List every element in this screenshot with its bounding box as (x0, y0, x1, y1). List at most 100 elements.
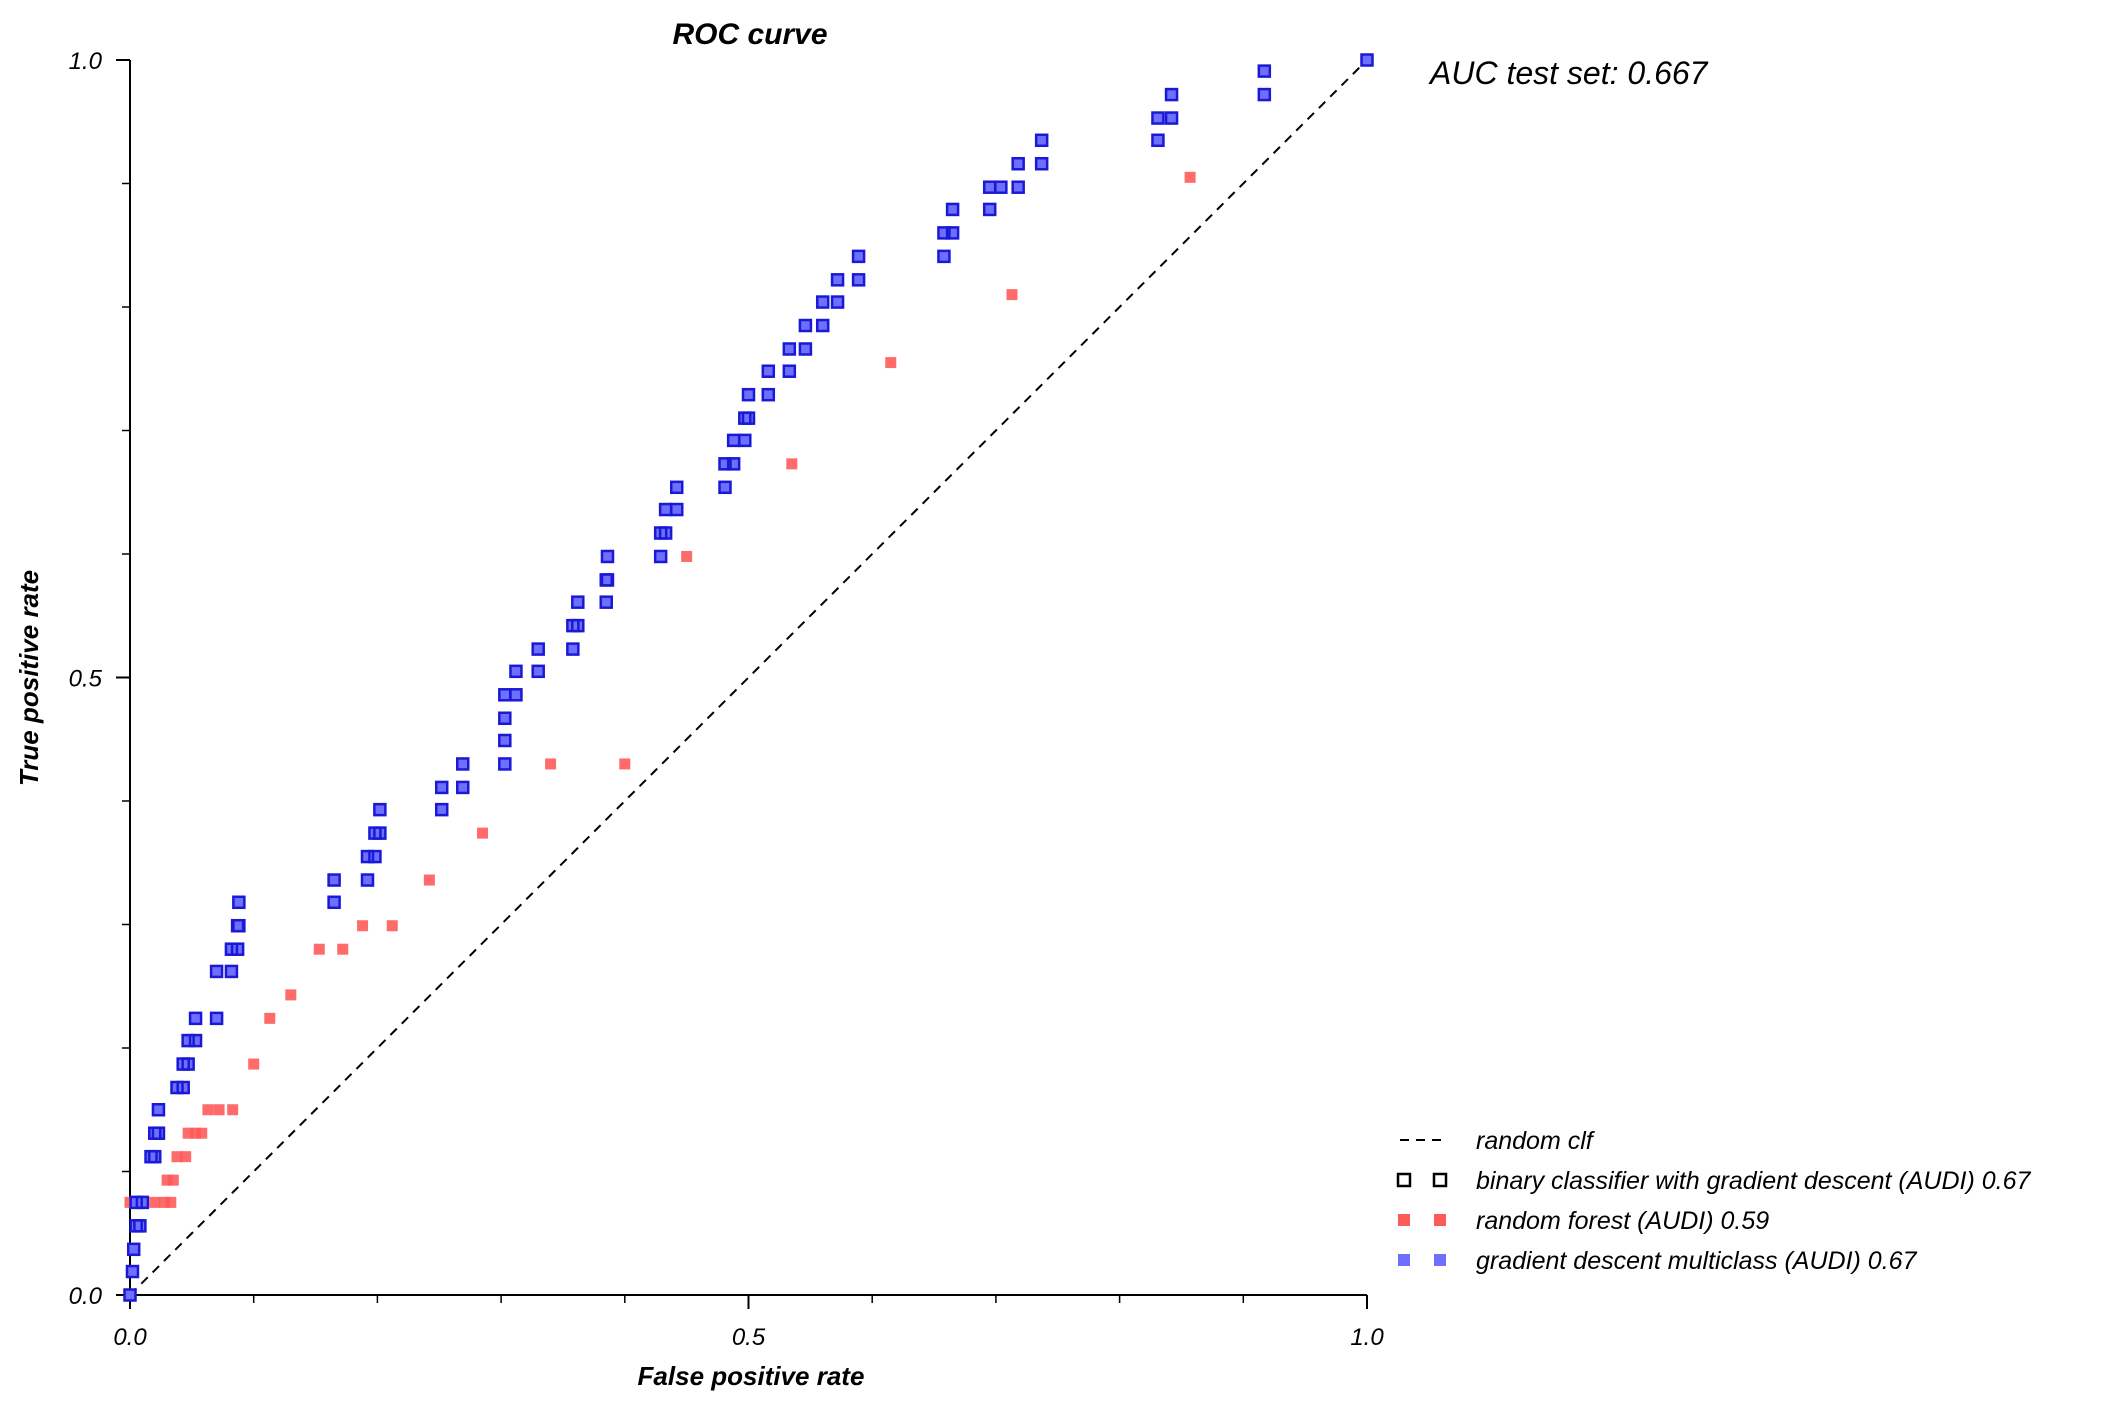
binary-classifier-point (718, 480, 732, 495)
random-forest-point (190, 1127, 202, 1139)
gradient-descent-multiclass-point (510, 689, 522, 701)
random-forest-point (161, 1174, 173, 1186)
gradient-descent-multiclass-point (938, 227, 950, 239)
random-forest-point (619, 758, 631, 770)
binary-classifier-point (1164, 87, 1179, 102)
binary-classifier-point (851, 249, 866, 264)
random-forest-point (477, 827, 489, 839)
random-forest-point (885, 357, 897, 369)
legend-marker (1398, 1214, 1410, 1226)
gradient-descent-multiclass-point (817, 320, 829, 332)
x-tick-label: 1.0 (1350, 1324, 1384, 1351)
gradient-descent-multiclass-point (938, 250, 950, 262)
binary-classifier-point (653, 549, 668, 564)
y-axis-label: True positive rate (14, 570, 44, 786)
binary-classifier-point (945, 226, 960, 240)
binary-classifier-point (741, 411, 756, 425)
random-forest-point (264, 1012, 276, 1024)
binary-classifier-point (232, 918, 246, 933)
legend-marker (1396, 1172, 1412, 1188)
random-forest-point (149, 1196, 161, 1208)
gradient-descent-multiclass-point (567, 643, 579, 655)
gradient-descent-multiclass-point (233, 920, 245, 932)
random-forest-point (248, 1058, 260, 1070)
binary-classifier-point (230, 942, 245, 956)
legend-marker (1398, 1254, 1410, 1266)
binary-classifier-point (531, 642, 545, 656)
gradient-descent-multiclass-point (671, 504, 683, 516)
binary-classifier-point (1034, 156, 1049, 171)
binary-classifier-point (147, 1149, 162, 1164)
gradient-descent-multiclass-point (1258, 65, 1270, 77)
binary-classifier-point (123, 1288, 137, 1302)
binary-classifier-point (133, 1219, 147, 1233)
gradient-descent-multiclass-point (362, 874, 374, 886)
gradient-descent-multiclass-point (572, 596, 584, 608)
binary-classifier-point (994, 180, 1008, 194)
binary-classifier-point (1011, 156, 1025, 171)
binary-classifier-point (566, 642, 580, 656)
gradient-descent-multiclass-point (984, 181, 996, 193)
legend-label: random forest (AUDI) 0.59 (1476, 1207, 1769, 1235)
binary-classifier-point (937, 249, 951, 264)
legend-marker (1432, 1172, 1448, 1188)
y-tick-label: 1.0 (69, 48, 103, 75)
random-forest-point (167, 1174, 179, 1186)
binary-classifier-point (741, 387, 756, 402)
gradient-descent-multiclass-point (328, 896, 340, 908)
gradient-descent-multiclass-point (182, 1035, 194, 1047)
gradient-descent-multiclass-point (832, 274, 844, 286)
binary-classifier-point (718, 457, 732, 471)
binary-classifier-point (726, 457, 741, 471)
gradient-descent-multiclass-point (601, 574, 613, 586)
binary-classifier-point (509, 664, 523, 679)
gradient-descent-multiclass-point (436, 781, 448, 793)
binary-classifier-point (658, 526, 673, 540)
gradient-descent-multiclass-point (743, 389, 754, 401)
binary-classifier-point (434, 802, 449, 817)
binary-classifier-point (232, 895, 246, 910)
gradient-descent-multiclass-point (1152, 134, 1164, 146)
chart-title: ROC curve (672, 18, 827, 51)
random-forest-point (423, 874, 435, 886)
binary-classifier-point (125, 1264, 140, 1279)
gradient-descent-multiclass-point (984, 203, 996, 215)
gradient-descent-multiclass-point (457, 758, 469, 770)
random-forest-point (165, 1196, 177, 1208)
gradient-descent-multiclass-point (225, 965, 237, 977)
gradient-descent-multiclass-point (1258, 89, 1270, 101)
random-forest-point (171, 1151, 183, 1163)
gradient-descent-multiclass-point (499, 689, 511, 701)
binary-classifier-point (782, 364, 797, 378)
binary-classifier-point (135, 1195, 150, 1210)
binary-classifier-point (181, 1057, 195, 1071)
binary-classifier-point (600, 549, 615, 564)
binary-classifier-point (600, 573, 615, 587)
gradient-descent-multiclass-point (947, 203, 959, 215)
random-forest-point (285, 989, 297, 1001)
gradient-descent-multiclass-point (817, 296, 829, 308)
binary-classifier-point (571, 618, 585, 633)
gradient-descent-multiclass-point (1036, 158, 1048, 170)
binary-classifier-point (1151, 133, 1165, 148)
gradient-descent-multiclass-point (660, 504, 672, 516)
gradient-descent-multiclass-point (719, 481, 731, 493)
gradient-descent-multiclass-point (1036, 134, 1048, 146)
binary-classifier-point (368, 849, 382, 864)
gradient-descent-multiclass-point (853, 274, 865, 286)
gradient-descent-multiclass-point (719, 458, 731, 470)
gradient-descent-multiclass-point (499, 712, 511, 724)
gradient-descent-multiclass-point (152, 1127, 164, 1139)
binary-classifier-point (761, 364, 776, 378)
binary-classifier-point (982, 202, 997, 217)
gradient-descent-multiclass-point (1361, 54, 1373, 66)
gradient-descent-multiclass-point (799, 343, 811, 355)
binary-classifier-point (373, 802, 387, 817)
gradient-descent-multiclass-point (362, 851, 374, 863)
binary-classifier-point (188, 1033, 203, 1048)
binary-classifier-point (126, 1242, 141, 1257)
gradient-descent-multiclass-point (783, 365, 795, 377)
gradient-descent-multiclass-point (1166, 112, 1178, 124)
binary-classifier-point (224, 964, 239, 979)
